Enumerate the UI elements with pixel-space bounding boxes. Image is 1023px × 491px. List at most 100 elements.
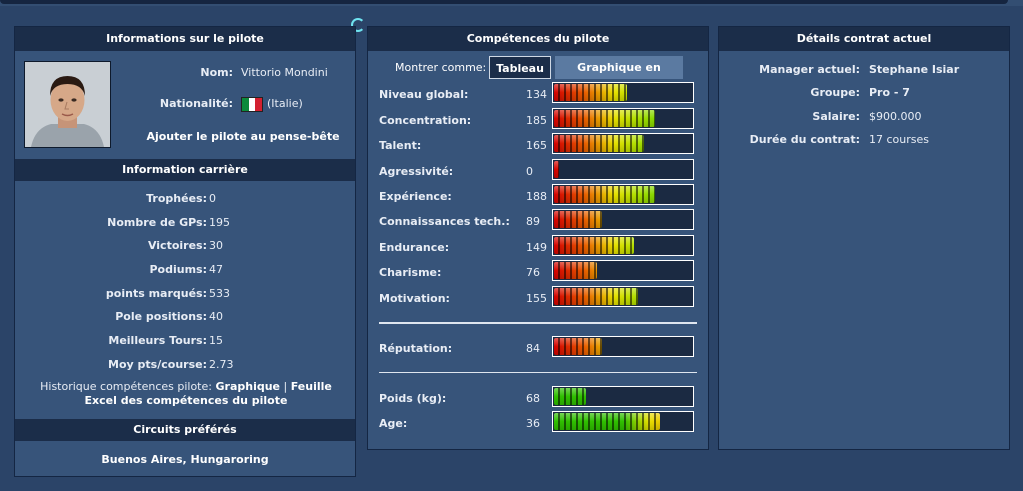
driver-skills-panel: Compétences du pilote Montrer comme: Tab… xyxy=(367,26,709,450)
skill-bar-fill xyxy=(554,110,655,127)
contract-value: Stephane Isiar xyxy=(869,63,960,76)
add-to-watchlist-link[interactable]: Ajouter le pilote au pense-bête xyxy=(146,130,340,143)
career-row: Nombre de GPs: 195 xyxy=(15,215,355,231)
contract-row: Groupe: Pro - 7 xyxy=(719,85,1009,101)
career-value: 2.73 xyxy=(209,358,234,371)
skill-value: 0 xyxy=(526,165,533,178)
career-row: Victoires: 30 xyxy=(15,238,355,254)
driver-info-panel: Informations sur le pilote Nom: Vittorio… xyxy=(14,26,356,477)
skill-label: Charisme: xyxy=(379,266,442,279)
favorite-circuits: Buenos Aires, Hungaroring xyxy=(101,453,269,466)
skill-bar-fill xyxy=(554,288,638,305)
skill-label: Niveau global: xyxy=(379,88,469,101)
top-bar xyxy=(0,0,1008,4)
career-label: points marqués: xyxy=(105,287,207,300)
skill-label: Concentration: xyxy=(379,114,472,127)
physical-value: 68 xyxy=(526,392,540,405)
physical-bar-fill xyxy=(554,413,660,430)
skill-bar-fill xyxy=(554,262,597,279)
loading-spinner-icon xyxy=(351,18,365,32)
career-label: Nombre de GPs: xyxy=(107,216,207,229)
career-row: Meilleurs Tours: 15 xyxy=(15,333,355,349)
skill-bar-fill xyxy=(554,237,634,254)
skill-value: 134 xyxy=(526,88,547,101)
divider xyxy=(379,372,697,373)
career-label: Trophées: xyxy=(146,192,207,205)
skills-history-label: Historique compétences pilote: xyxy=(40,380,212,393)
skill-bar xyxy=(552,286,694,307)
link-separator: | xyxy=(283,380,288,393)
contract-row: Durée du contrat: 17 courses xyxy=(719,132,1009,148)
skills-history-excel-link[interactable]: Feuille Excel des compétences du pilote xyxy=(84,380,332,407)
contract-label: Manager actuel: xyxy=(759,63,860,76)
show-as-label: Montrer comme: xyxy=(395,61,487,74)
physical-bar-fill xyxy=(554,388,586,405)
skill-value: 165 xyxy=(526,139,547,152)
career-row: Podiums: 47 xyxy=(15,262,355,278)
skill-bar xyxy=(552,209,694,230)
skill-bar xyxy=(552,184,694,205)
contract-value: $900.000 xyxy=(869,110,922,123)
skill-bar xyxy=(552,108,694,129)
divider xyxy=(379,322,697,324)
contract-label: Salaire: xyxy=(812,110,860,123)
career-label: Moy pts/course: xyxy=(108,358,207,371)
nationality-row: Nationalité: (Italie) xyxy=(15,96,355,112)
contract-row: Salaire: $900.000 xyxy=(719,109,1009,125)
skill-value: 76 xyxy=(526,266,540,279)
reputation-label: Réputation: xyxy=(379,342,453,355)
career-label: Podiums: xyxy=(149,263,207,276)
career-value: 30 xyxy=(209,239,223,252)
driver-face-icon xyxy=(25,62,110,147)
skill-value: 155 xyxy=(526,292,547,305)
career-value: 40 xyxy=(209,310,223,323)
skills-history: Historique compétences pilote: Graphique… xyxy=(23,380,349,408)
skill-label: Endurance: xyxy=(379,241,450,254)
contract-panel: Détails contrat actuel Manager actuel: St… xyxy=(718,26,1010,450)
reputation-value: 84 xyxy=(526,342,540,355)
radar-chart-button[interactable]: Graphique en radar xyxy=(555,56,683,97)
contract-value: 17 courses xyxy=(869,133,929,146)
italy-flag-icon xyxy=(241,96,263,112)
career-value: 533 xyxy=(209,287,230,300)
career-label: Pole positions: xyxy=(115,310,207,323)
skills-title: Compétences du pilote xyxy=(368,27,708,51)
career-row: points marqués: 533 xyxy=(15,286,355,302)
career-row: Trophées: 0 xyxy=(15,191,355,207)
skill-bar xyxy=(552,159,694,180)
reputation-bar-fill xyxy=(554,338,602,355)
skill-label: Connaissances tech.: xyxy=(379,215,510,228)
contract-label: Durée du contrat: xyxy=(749,133,860,146)
nationality-value: (Italie) xyxy=(267,97,303,110)
physical-label: Age: xyxy=(379,417,408,430)
reputation-bar xyxy=(552,336,694,357)
nationality-label: Nationalité: xyxy=(159,97,233,110)
skill-bar-fill xyxy=(554,135,644,152)
skill-label: Motivation: xyxy=(379,292,450,305)
skill-bar xyxy=(552,133,694,154)
skill-label: Talent: xyxy=(379,139,422,152)
skill-bar xyxy=(552,82,694,103)
contract-label: Groupe: xyxy=(810,86,860,99)
career-label: Meilleurs Tours: xyxy=(108,334,207,347)
driver-name: Vittorio Mondini xyxy=(241,66,328,79)
skill-bar-fill xyxy=(554,84,627,101)
contract-value: Pro - 7 xyxy=(869,86,910,99)
skills-history-graph-link[interactable]: Graphique xyxy=(215,380,281,393)
skill-value: 89 xyxy=(526,215,540,228)
physical-bar xyxy=(552,386,694,407)
career-row: Pole positions: 40 xyxy=(15,309,355,325)
skill-bar xyxy=(552,260,694,281)
favorite-circuits-title: Circuits préférés xyxy=(15,419,355,441)
physical-bar xyxy=(552,411,694,432)
contract-title: Détails contrat actuel xyxy=(719,27,1009,51)
career-row: Moy pts/course: 2.73 xyxy=(15,357,355,373)
table-view-button[interactable]: Tableau xyxy=(489,56,551,79)
career-value: 47 xyxy=(209,263,223,276)
driver-photo xyxy=(24,61,111,148)
skill-label: Expérience: xyxy=(379,190,452,203)
physical-value: 36 xyxy=(526,417,540,430)
skill-bar-fill xyxy=(554,211,602,228)
career-info-title: Information carrière xyxy=(15,159,355,181)
name-label: Nom: xyxy=(200,66,233,79)
